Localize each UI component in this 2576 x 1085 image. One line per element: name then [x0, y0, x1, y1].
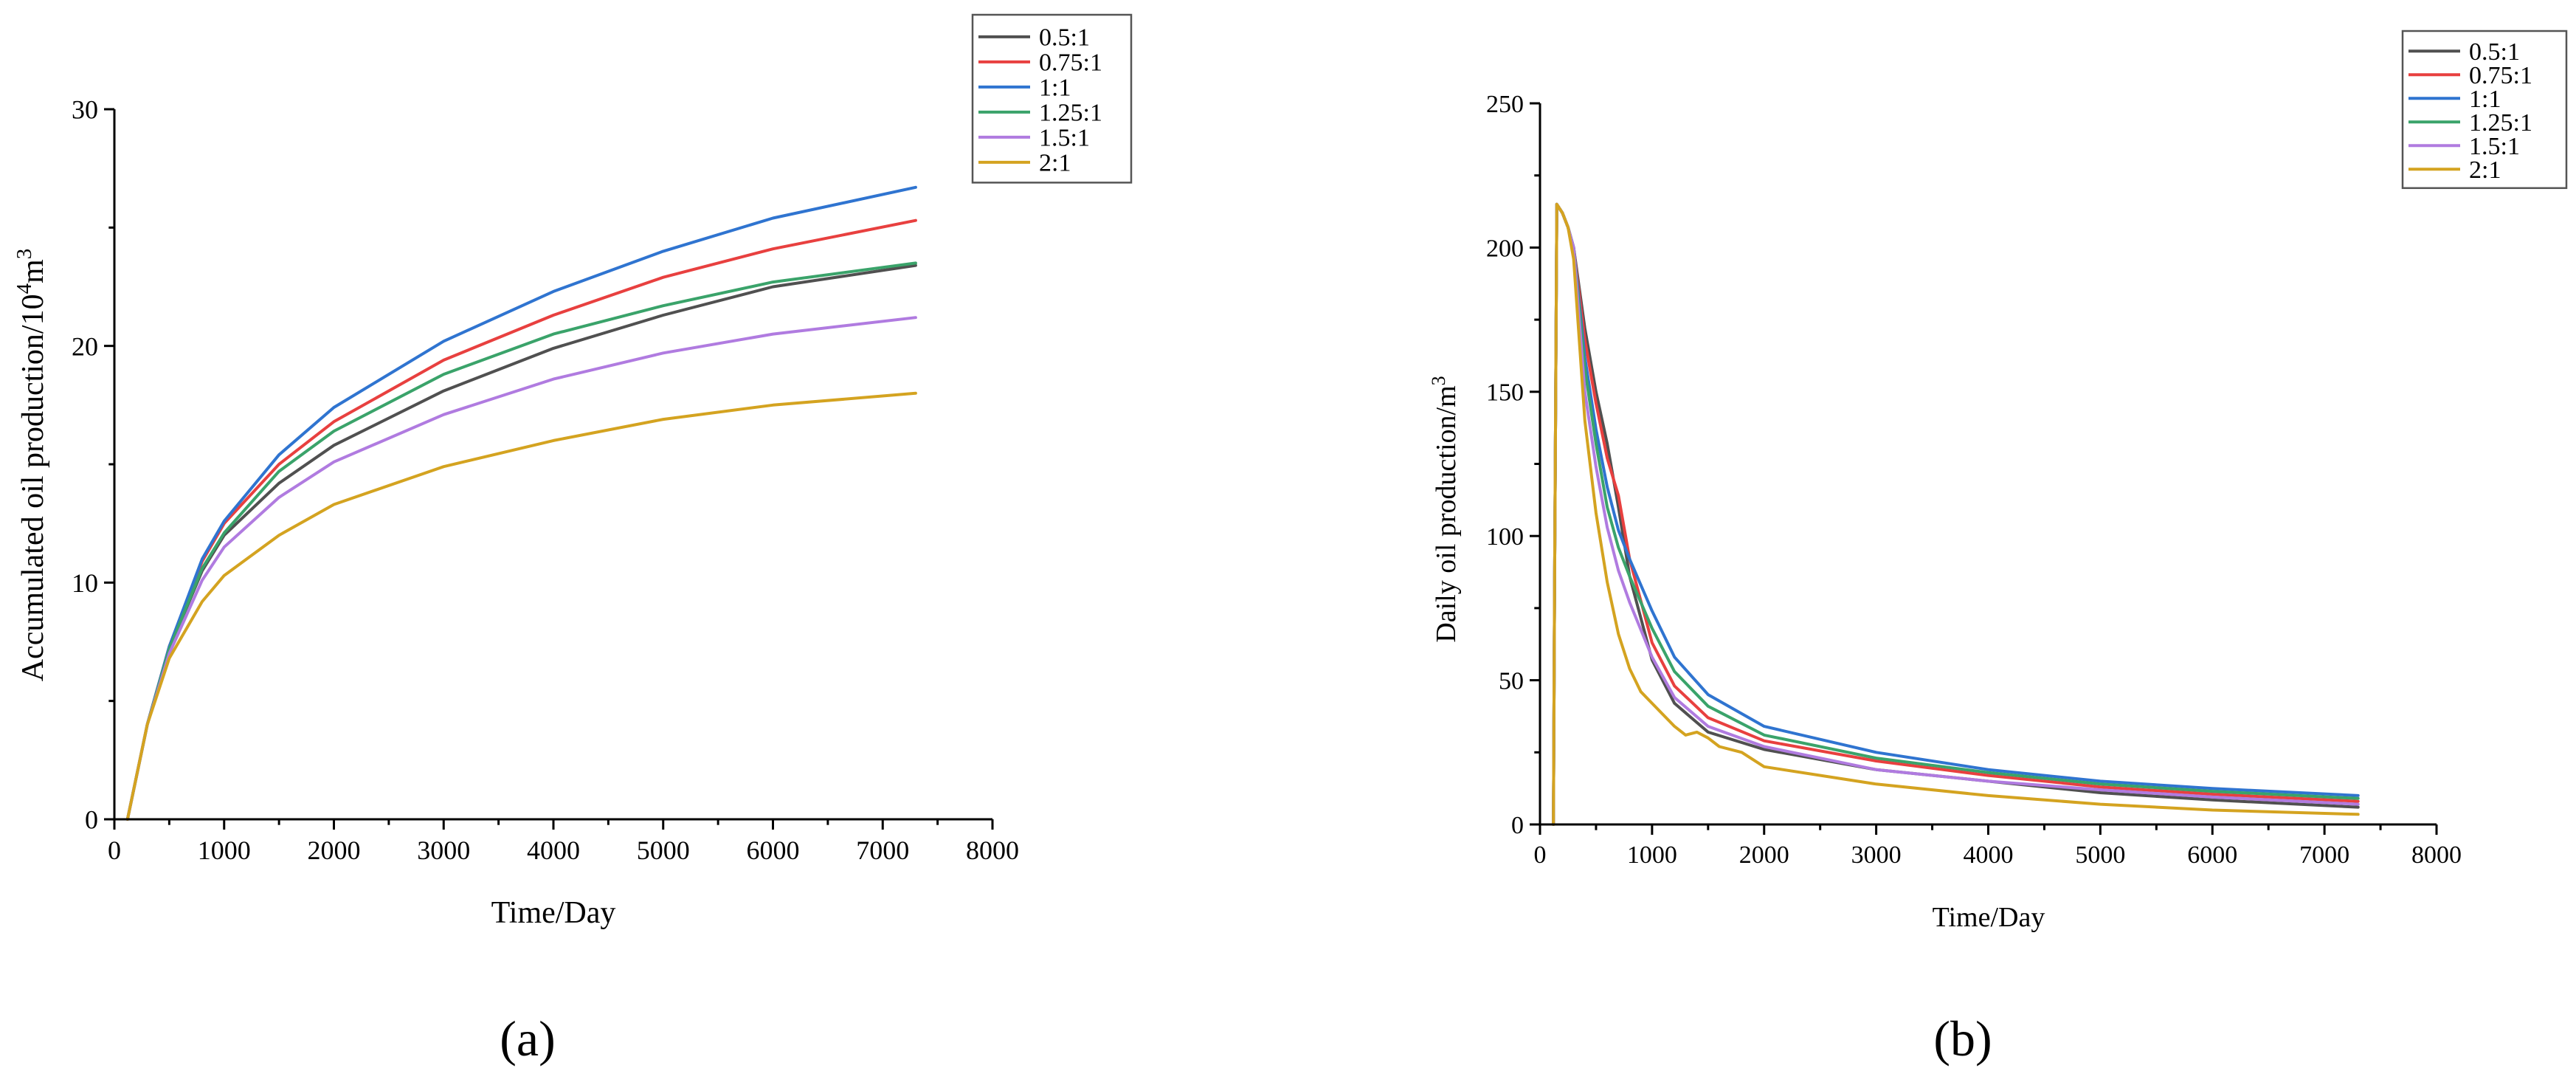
panel-a-legend: 0.5:10.75:11:11.25:11.5:12:1	[971, 13, 1133, 184]
series-line-1-5-1	[125, 316, 917, 821]
legend-label: 0.5:1	[2469, 38, 2520, 66]
legend-label: 2:1	[1039, 149, 1071, 176]
x-tick-label: 2000	[308, 836, 361, 865]
y-tick-label: 50	[1499, 668, 1524, 695]
x-tick-label: 4000	[1964, 841, 2014, 869]
x-tick-label: 6000	[747, 836, 800, 865]
x-tick-label: 4000	[527, 836, 580, 865]
y-tick-label: 0	[85, 805, 98, 835]
series-line-1-1	[1552, 202, 2360, 826]
x-tick-label: 8000	[966, 836, 1019, 865]
x-tick-label: 7000	[856, 836, 909, 865]
series-line-0-75-1	[1552, 202, 2360, 826]
y-tick-label: 20	[72, 331, 98, 361]
panel-a-chart: 0 1000 2000 3000 4000 5000 6000 7000 8000 0 10 20 30…	[13, 13, 1133, 1067]
series-line-2-1	[125, 391, 917, 821]
panel-b-legend: 0.5:10.75:11:11.25:11.5:12:1	[2401, 30, 2568, 190]
panel-a-label: (a)	[500, 1010, 555, 1067]
y-tick-label: 100	[1486, 523, 1524, 551]
y-tick-label: 150	[1486, 379, 1524, 407]
y-tick-label: 0	[1511, 812, 1524, 839]
legend-box	[971, 13, 1133, 184]
panel-a-x-axis-title: Time/Day	[491, 896, 616, 930]
legend-label: 1.5:1	[2469, 133, 2520, 160]
panel-b-chart: 0 1000 2000 3000 4000 5000 6000 7000 8000 0 50 100 1…	[1428, 30, 2568, 1067]
x-tick-label: 2000	[1739, 841, 1789, 869]
series-line-1-25-1	[125, 261, 917, 821]
series-line-0-5-1	[1552, 202, 2360, 826]
series-line-1-5-1	[1552, 202, 2360, 826]
legend-label: 0.75:1	[2469, 62, 2532, 89]
x-tick-label: 5000	[637, 836, 690, 865]
x-tick-label: 3000	[417, 836, 470, 865]
panel-a-y-axis-title: Accumulated oil production/104m3	[13, 249, 50, 682]
series-line-2-1	[1552, 202, 2360, 826]
x-tick-label: 1000	[198, 836, 251, 865]
x-tick-label: 8000	[2411, 841, 2462, 869]
legend-label: 0.75:1	[1039, 49, 1102, 76]
x-tick-label: 5000	[2075, 841, 2125, 869]
legend-label: 1:1	[2469, 86, 2501, 113]
x-tick-label: 7000	[2299, 841, 2349, 869]
legend-label: 1.25:1	[1039, 99, 1102, 126]
panel-b-x-axis-title: Time/Day	[1933, 902, 2045, 933]
legend-box	[2401, 30, 2568, 190]
y-tick-label: 30	[72, 95, 98, 125]
series-line-1-25-1	[1552, 202, 2360, 826]
x-tick-label: 3000	[1851, 841, 1902, 869]
legend-label: 1.25:1	[2469, 109, 2532, 137]
legend-label: 0.5:1	[1039, 24, 1090, 51]
y-tick-label: 200	[1486, 235, 1524, 262]
legend-label: 1.5:1	[1039, 124, 1090, 151]
legend-label: 1:1	[1039, 74, 1071, 101]
x-tick-label: 6000	[2187, 841, 2237, 869]
legend-label: 2:1	[2469, 156, 2501, 184]
x-tick-label: 0	[108, 836, 121, 865]
panel-b-label: (b)	[1933, 1010, 1992, 1067]
x-tick-label: 1000	[1627, 841, 1677, 869]
series-line-0-75-1	[125, 218, 917, 821]
y-tick-label: 250	[1486, 91, 1524, 118]
panel-b-y-axis-title: Daily oil production/m3	[1428, 376, 1463, 642]
series-line-0-5-1	[125, 264, 917, 821]
x-tick-label: 0	[1534, 841, 1547, 869]
y-tick-label: 10	[72, 568, 98, 598]
